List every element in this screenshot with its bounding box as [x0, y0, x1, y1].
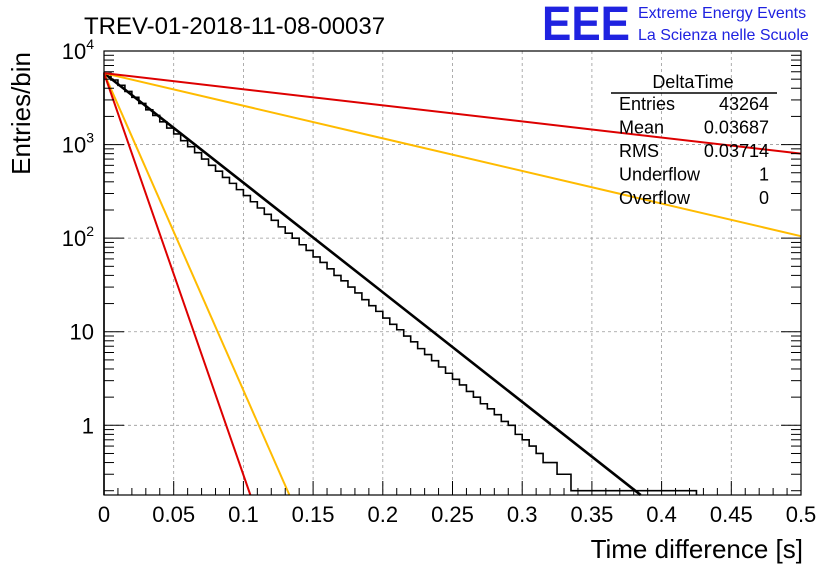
- stats-title: DeltaTime: [652, 72, 733, 92]
- x-tick-label: 0.5: [786, 502, 817, 527]
- y-tick-base: 10: [62, 39, 86, 64]
- y-tick-label: 103: [62, 130, 94, 158]
- fit-line-4: [103, 72, 252, 496]
- stats-box: DeltaTime Entries 43264 Mean 0.03687 RMS 0.03…: [611, 72, 777, 208]
- fit-lines: [103, 72, 802, 497]
- x-tick-label: 0.15: [292, 502, 335, 527]
- y-tick-base: 10: [62, 226, 86, 251]
- grid: [104, 51, 801, 495]
- stats-rows: Entries 43264 Mean 0.03687 RMS 0.03714Underfl…: [619, 94, 769, 208]
- x-tick-label: 0.45: [710, 502, 753, 527]
- fit-line-0: [103, 72, 642, 497]
- x-tick-label: 0.4: [646, 502, 677, 527]
- logo-line-1: Extreme Energy Events: [638, 5, 806, 22]
- x-tick-label: 0.05: [152, 502, 195, 527]
- y-tick-label: 1: [82, 413, 94, 438]
- x-tick-label: 0: [98, 502, 110, 527]
- stats-label: RMS: [619, 141, 659, 161]
- x-tick-label: 0.1: [228, 502, 259, 527]
- y-tick-base: 10: [62, 133, 86, 158]
- y-tick-label: 102: [62, 223, 94, 251]
- fit-line-3: [103, 72, 291, 496]
- stats-label: Underflow: [619, 165, 701, 185]
- stats-value: 0.03714: [704, 141, 769, 161]
- x-tick-label: 0.2: [368, 502, 399, 527]
- stats-value: 0: [759, 188, 769, 208]
- fit-line-2: [103, 72, 802, 155]
- ticks: [103, 50, 802, 495]
- y-tick-exponent: 2: [86, 223, 94, 239]
- chart-title: TREV-01-2018-11-08-00037: [84, 13, 385, 40]
- logo: EEE Extreme Energy Events La Scienza nel…: [542, 0, 809, 51]
- y-tick-exponent: 3: [86, 130, 94, 146]
- x-tick-label: 0.25: [431, 502, 474, 527]
- y-tick-label: 104: [62, 36, 94, 64]
- x-tick-label: 0.35: [570, 502, 613, 527]
- stats-label: Entries: [619, 94, 675, 114]
- logo-mark: EEE: [542, 0, 630, 51]
- histogram: [103, 72, 698, 495]
- histogram-outline: [103, 72, 698, 495]
- y-tick-exponent: 4: [86, 36, 94, 52]
- fit-line-1: [103, 72, 802, 238]
- y-tick-label: 10: [70, 320, 94, 345]
- stats-label: Overflow: [619, 188, 691, 208]
- stats-value: 0.03687: [704, 118, 769, 138]
- x-axis-title: Time difference [s]: [591, 534, 803, 564]
- stats-label: Mean: [619, 118, 664, 138]
- x-tick-label: 0.3: [507, 502, 538, 527]
- x-tick-labels: 0 0.05 0.1 0.15 0.2 0.25 0.3 0.35 0.4 0.45 0.5: [98, 502, 816, 527]
- stats-value: 1: [759, 165, 769, 185]
- stats-value: 43264: [719, 94, 769, 114]
- logo-line-2: La Scienza nelle Scuole: [638, 27, 809, 44]
- y-axis-title: Entries/bin: [6, 52, 36, 175]
